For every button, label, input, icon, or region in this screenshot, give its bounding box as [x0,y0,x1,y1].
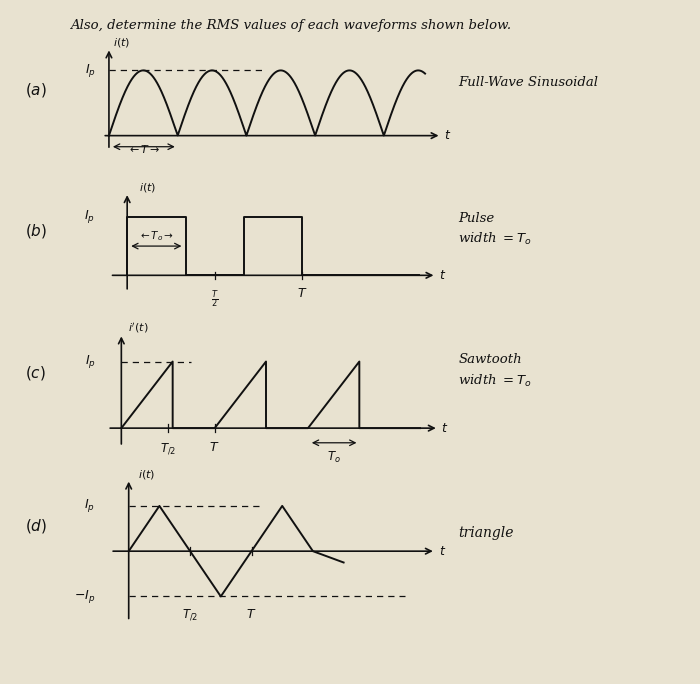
Text: $i(t)$: $i(t)$ [139,181,156,194]
Text: $(d)$: $(d)$ [25,516,48,535]
Text: $(b)$: $(b)$ [25,222,48,241]
Text: $(a)$: $(a)$ [25,81,47,99]
Text: $T$: $T$ [246,608,257,621]
Text: $t$: $t$ [440,269,447,282]
Text: $I_p$: $I_p$ [84,497,95,514]
Text: $i'(t)$: $i'(t)$ [128,321,149,335]
Text: $-I_p$: $-I_p$ [74,588,95,605]
Text: $T$: $T$ [209,441,220,454]
Text: $I_p$: $I_p$ [84,209,95,225]
Text: $i(t)$: $i(t)$ [113,36,130,49]
Text: $T_o$: $T_o$ [327,449,341,464]
Text: Full-Wave Sinusoidal: Full-Wave Sinusoidal [458,75,598,88]
Text: $(c)$: $(c)$ [25,364,46,382]
Text: $t$: $t$ [439,544,446,557]
Text: $I_p$: $I_p$ [85,353,96,370]
Text: $T_{/2}$: $T_{/2}$ [182,608,198,622]
Text: Pulse
width $= T_o$: Pulse width $= T_o$ [458,212,532,247]
Text: $t$: $t$ [444,129,451,142]
Text: $i(t)$: $i(t)$ [138,469,155,482]
Text: $I_p$: $I_p$ [85,62,96,79]
Text: $\leftarrow T\rightarrow$: $\leftarrow T\rightarrow$ [127,142,160,155]
Text: $T_{/2}$: $T_{/2}$ [160,441,176,456]
Text: Also, determine the RMS values of each waveforms shown below.: Also, determine the RMS values of each w… [70,19,511,32]
Text: $t$: $t$ [441,421,448,434]
Text: Sawtooth
width $= T_o$: Sawtooth width $= T_o$ [458,354,532,389]
Text: $\frac{T}{2}$: $\frac{T}{2}$ [211,288,218,310]
Text: triangle: triangle [458,526,514,540]
Text: $T$: $T$ [297,287,307,300]
Text: $\leftarrow T_o\rightarrow$: $\leftarrow T_o\rightarrow$ [139,229,174,243]
